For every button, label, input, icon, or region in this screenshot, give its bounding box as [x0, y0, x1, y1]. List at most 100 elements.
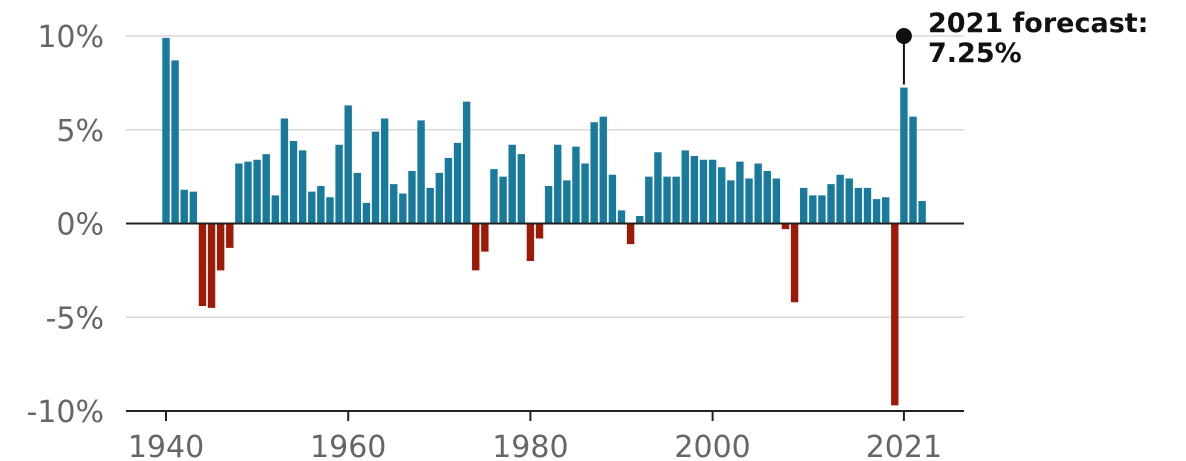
bar [772, 178, 781, 224]
bar [417, 120, 425, 224]
bar [900, 87, 908, 224]
bar [863, 187, 872, 224]
x-tick-label: 1960 [310, 430, 386, 461]
bar [308, 191, 316, 224]
bar [344, 105, 352, 224]
x-tick-label: 1980 [492, 430, 568, 461]
bar [390, 184, 398, 224]
bar [718, 167, 726, 224]
bar [699, 159, 708, 224]
bar [818, 195, 826, 224]
bar [371, 131, 380, 224]
x-tick-label: 1940 [128, 430, 204, 461]
bar [781, 223, 790, 230]
x-tick-label: 2021 [866, 430, 942, 461]
bar [198, 223, 207, 306]
bar [872, 199, 881, 224]
bar [918, 201, 926, 224]
bar [827, 184, 835, 224]
bar [554, 144, 562, 224]
bar [317, 186, 325, 224]
bar [280, 118, 289, 224]
bar [462, 101, 471, 224]
bar [708, 159, 717, 224]
y-tick-label: 0% [56, 208, 104, 243]
bar [335, 144, 343, 224]
x-axis-tick-labels: 1940 1960 1980 2000 2021 [128, 411, 942, 461]
bar [408, 171, 416, 224]
y-tick-label: 10% [37, 20, 104, 55]
forecast-annotation-dot [895, 28, 912, 44]
bar [526, 223, 535, 261]
y-tick-label: -10% [26, 395, 104, 430]
bar [180, 189, 188, 224]
bar [608, 174, 617, 224]
bar [754, 163, 762, 224]
x-tick-label: 2000 [674, 430, 750, 461]
bar [672, 176, 680, 224]
bar [244, 161, 252, 224]
bar [235, 163, 243, 224]
bar [380, 118, 389, 224]
bar [508, 144, 516, 224]
bar [790, 223, 799, 303]
y-tick-label: 5% [56, 114, 104, 149]
bar [162, 37, 170, 224]
bar [663, 176, 671, 224]
bar [453, 142, 462, 224]
bar [727, 180, 735, 224]
bar [745, 178, 753, 224]
bar [499, 176, 507, 224]
bar [617, 210, 626, 224]
bar [836, 174, 844, 224]
bar [207, 223, 216, 308]
bar [435, 172, 443, 224]
bar [809, 195, 817, 224]
bar [909, 116, 917, 224]
bar [563, 180, 571, 224]
forecast-annotation: 2021 forecast: 7.25% [895, 8, 1148, 85]
bar [590, 122, 598, 224]
bar [298, 150, 307, 224]
bar [636, 216, 644, 224]
bar [490, 169, 498, 224]
bar [353, 172, 362, 224]
bar [544, 186, 553, 224]
bar [800, 187, 808, 224]
bar [189, 191, 198, 224]
bar [572, 146, 580, 224]
bar [362, 202, 371, 224]
bars [162, 37, 926, 406]
bar [517, 154, 525, 224]
bar [881, 197, 890, 224]
bar [854, 187, 863, 224]
bar [326, 197, 334, 224]
bar [581, 163, 589, 224]
y-tick-label: -5% [46, 301, 104, 336]
bar [289, 141, 298, 224]
forecast-annotation-value: 7.25% [928, 38, 1022, 69]
bar [891, 223, 899, 406]
bar [399, 193, 407, 224]
bar [481, 223, 489, 252]
bar [226, 223, 234, 248]
bar [690, 156, 699, 224]
bar [472, 223, 480, 271]
bar [271, 195, 280, 224]
bar [253, 159, 261, 224]
bar [599, 116, 607, 224]
bar [444, 157, 453, 224]
bar [626, 223, 635, 245]
bar [535, 223, 544, 239]
bar [216, 223, 225, 271]
bar [845, 178, 853, 224]
bar [736, 161, 744, 224]
bar [654, 152, 662, 224]
bar [171, 60, 179, 224]
y-axis-tick-labels: 10% 5% 0% -5% -10% [26, 20, 104, 430]
bar [426, 187, 434, 224]
forecast-annotation-label: 2021 forecast: [928, 8, 1148, 39]
bar [645, 176, 653, 224]
bar [262, 154, 270, 224]
